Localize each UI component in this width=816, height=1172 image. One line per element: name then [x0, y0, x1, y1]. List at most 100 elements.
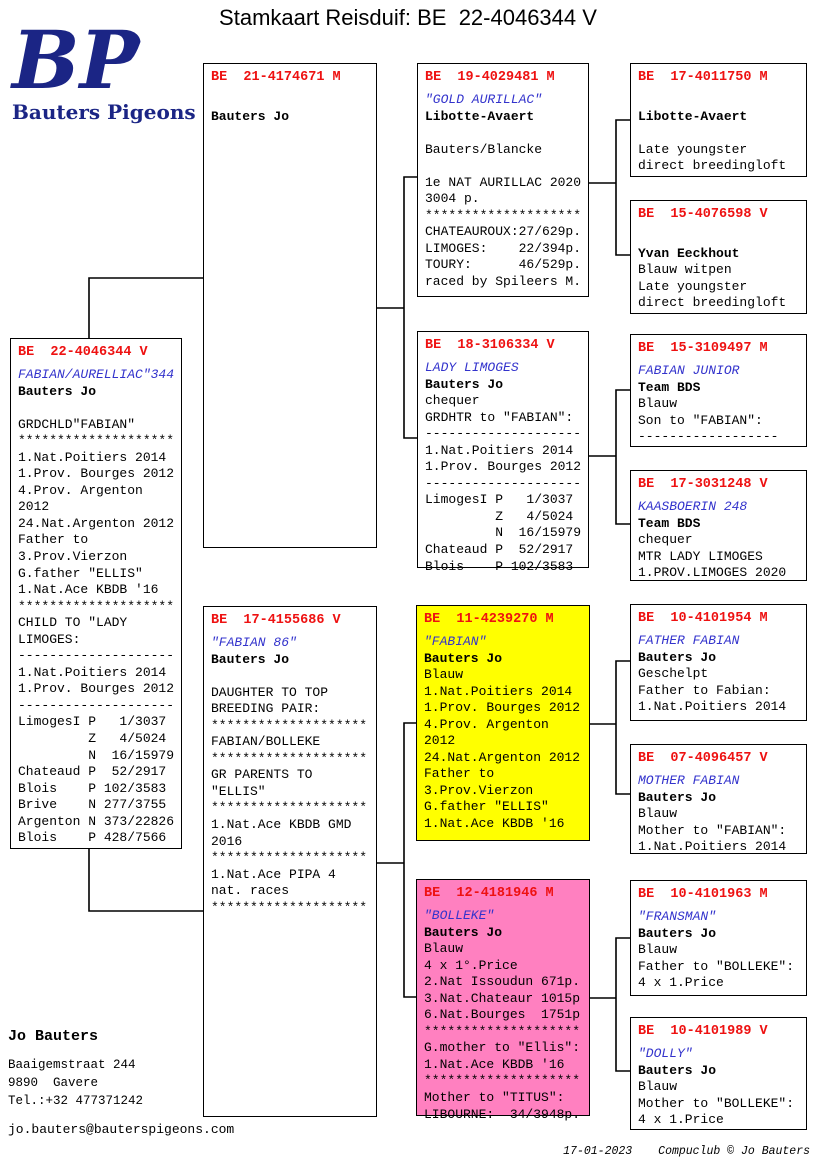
pedigree-text-line: LimogesI P 1/3037: [425, 492, 574, 508]
pigeon-name: "BOLLEKE": [424, 908, 495, 923]
pedigree-text-line: Blois P 102/3583: [18, 780, 167, 796]
footer-date: 17-01-2023: [563, 1145, 633, 1158]
pedigree-text-line: Blauw: [638, 1079, 678, 1095]
pedigree-text-line: Blauw: [638, 806, 678, 822]
owner-name: Bauters Jo: [425, 376, 504, 392]
pigeon-name: "FABIAN": [424, 634, 487, 649]
pedigree-text-line: N 16/15979: [18, 747, 175, 763]
pedigree-text-line: 1.Nat.Ace PIPA 4: [211, 866, 336, 882]
pedigree-box-gm_m: BE 12-4181946 M "BOLLEKE" Bauters Jo Blauw 4…: [416, 879, 590, 1122]
pedigree-text-line: 3.Nat.Chateaur 1015p: [424, 990, 581, 1006]
pedigree-box-gf_p: BE 19-4029481 M "GOLD AURILLAC" Libotte-Av…: [417, 63, 589, 297]
pigeon-name: LADY LIMOGES: [425, 360, 519, 375]
ring-number: BE 10-4101989 V: [638, 1024, 768, 1039]
pedigree-text-line: Brive N 277/3755: [18, 797, 167, 813]
page-title: Stamkaart Reisduif: BE 22-4046344 V: [219, 5, 597, 30]
ring-number: BE 11-4239270 M: [424, 612, 554, 627]
pedigree-text-line: --------------------: [18, 697, 175, 713]
pedigree-box-gm_p: BE 18-3106334 V LADY LIMOGES Bauters Jo che…: [417, 331, 589, 574]
pedigree-text-line: 3004 p.: [425, 191, 480, 207]
pedigree-text-line: [425, 158, 581, 175]
pedigree-text-line: CHATEAUROUX:27/629p.: [425, 224, 582, 240]
pedigree-box-ggf_pp: BE 17-4011750 M Libotte-Avaert Late youngs…: [630, 63, 807, 177]
pedigree-text-line: TOURY: 46/529p.: [425, 257, 582, 273]
pedigree-text-line: 1.Nat.Ace KBDB '16: [18, 582, 159, 598]
pedigree-text-line: 1.Nat.Poitiers 2014: [18, 664, 167, 680]
pedigree-text-line: 6.Nat.Bourges 1751p: [424, 1007, 581, 1023]
logo-name: Bauters Pigeons: [12, 100, 196, 124]
pedigree-box-ggf_mp: BE 10-4101954 M FATHER FABIAN Bauters Jo Ge…: [630, 604, 807, 721]
pedigree-text-line: 2.Nat Issoudun 671p.: [424, 974, 581, 990]
pedigree-box-ggf_mm: BE 10-4101963 M "FRANSMAN" Bauters Jo Blauw…: [630, 880, 807, 996]
pedigree-text-line: Mother to "FABIAN":: [638, 822, 787, 838]
owner-name: Bauters Jo: [638, 649, 717, 665]
pedigree-text-line: ********************: [424, 1023, 581, 1039]
pedigree-text-line: Son to "FABIAN":: [638, 412, 763, 428]
pedigree-text-line: CHILD TO "LADY: [18, 615, 128, 631]
pedigree-text-line: Father to "BOLLEKE":: [638, 958, 795, 974]
owner-name: Bauters Jo: [638, 789, 717, 805]
ring-number: BE 19-4029481 M: [425, 70, 555, 85]
pedigree-text-line: Blois P 102/3583: [425, 558, 574, 574]
owner-name: Yvan Eeckhout: [638, 245, 740, 261]
pedigree-box-ggf_pm: BE 15-3109497 M FABIAN JUNIOR Team BDS Blau…: [630, 334, 807, 447]
ring-number: BE 17-4155686 V: [211, 613, 341, 628]
pedigree-text-line: Blauw: [424, 667, 464, 683]
contact-phone: Tel.:+32 477371242: [8, 1094, 144, 1108]
pedigree-text-line: Z 4/5024: [18, 731, 167, 747]
owner-name: Bauters Jo: [18, 383, 97, 399]
ring-number: BE 12-4181946 M: [424, 886, 554, 901]
owner-name: Bauters Jo: [638, 1062, 717, 1078]
pedigree-text-line: Mother to "TITUS":: [424, 1090, 565, 1106]
ring-number: BE 15-3109497 M: [638, 341, 768, 356]
pedigree-text-line: 4 x 1.Price: [638, 975, 724, 991]
pedigree-text-line: 1.Prov. Bourges 2012: [18, 466, 175, 482]
footer-attribution: Compuclub © Jo Bauters: [658, 1145, 810, 1158]
owner-name: Bauters Jo: [424, 924, 503, 940]
logo-initials: BP: [12, 13, 140, 107]
pedigree-text-line: DAUGHTER TO TOP: [211, 684, 329, 700]
pedigree-text-line: G.mother to "Ellis":: [424, 1040, 581, 1056]
contact-city: 9890 Gavere: [8, 1076, 99, 1090]
pedigree-text-line: BREEDING PAIR:: [211, 701, 321, 717]
pedigree-text-line: [211, 668, 369, 685]
pigeon-icon: [114, 22, 173, 102]
pedigree-text-line: 1e NAT AURILLAC 2020: [425, 174, 582, 190]
pedigree-text-line: Argenton N 373/22826: [18, 813, 175, 829]
pedigree-text-line: Blauw: [638, 396, 678, 412]
pedigree-text-line: LIBOURNE: 34/3948p.: [424, 1106, 581, 1122]
pigeon-name: FATHER FABIAN: [638, 633, 740, 648]
pedigree-text-line: Father to: [424, 766, 495, 782]
pedigree-text-line: 1.Nat.Ace KBDB GMD: [211, 817, 352, 833]
owner-name: Team BDS: [638, 379, 701, 395]
pedigree-text-line: direct breedingloft: [638, 295, 787, 311]
pedigree-text-line: 4.Prov. Argenton: [424, 716, 549, 732]
pedigree-text-line: Blauw witpen: [638, 262, 732, 278]
ring-number: BE 17-4011750 M: [638, 70, 768, 85]
pedigree-text-line: 1.Nat.Poitiers 2014: [638, 839, 787, 855]
pedigree-text-line: 2012: [18, 499, 50, 515]
email-address: jo.bauters@bauterspigeons.com: [8, 1122, 235, 1137]
pedigree-text-line: 2012: [424, 733, 456, 749]
pedigree-text-line: ------------------: [638, 429, 779, 445]
pedigree-text-line: 1.Prov. Bourges 2012: [424, 700, 581, 716]
pedigree-text-line: raced by Spileers M.: [425, 274, 582, 290]
pedigree-text-line: G.father "ELLIS": [18, 565, 143, 581]
pedigree-text-line: Bauters/Blancke: [425, 141, 543, 157]
pedigree-text-line: 1.Nat.Ace KBDB '16: [424, 816, 565, 832]
pedigree-box-ggm_mp: BE 07-4096457 V MOTHER FABIAN Bauters Jo Bl…: [630, 744, 807, 854]
pedigree-text-line: [638, 125, 799, 142]
owner-name: Bauters Jo: [424, 650, 503, 666]
pedigree-text-line: 1.Prov. Bourges 2012: [425, 459, 582, 475]
pedigree-box-father: BE 21-4174671 M Bauters Jo: [203, 63, 377, 548]
pedigree-text-line: ********************: [424, 1073, 581, 1089]
pedigree-text-line: "ELLIS": [211, 783, 266, 799]
pedigree-text-line: --------------------: [425, 475, 582, 491]
pedigree-box-mother: BE 17-4155686 V "FABIAN 86" Bauters Jo DAUG…: [203, 606, 377, 1117]
pedigree-text-line: G.father "ELLIS": [424, 799, 549, 815]
owner-name: Libotte-Avaert: [425, 108, 535, 124]
pedigree-text-line: LIMOGES:: [18, 631, 81, 647]
pedigree-text-line: 24.Nat.Argenton 2012: [18, 515, 175, 531]
ring-number: BE 18-3106334 V: [425, 338, 555, 353]
